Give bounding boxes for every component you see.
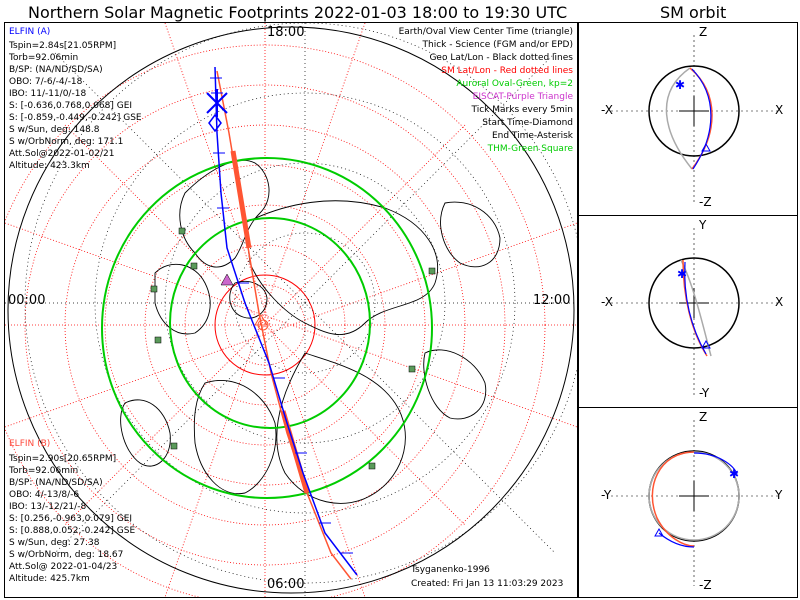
legend-item: Geo Lat/Lon - Black dotted lines [429, 53, 573, 63]
legend-item: SM Lat/Lon - Red dotted lines [441, 66, 573, 76]
axis-label-top: Z [699, 25, 708, 39]
axis-label-left: -X [601, 295, 613, 309]
legend-item: Earth/Oval View Center Time (triangle) [398, 27, 573, 37]
svg-text:✱: ✱ [729, 467, 739, 481]
elfin-a-line: B/SP: (NA/ND/SD/SA) [9, 65, 103, 75]
axis-label-bottom: -Z [699, 578, 712, 592]
elfin-a-name: ELFIN (A) [9, 27, 51, 37]
axis-label-right: X [775, 295, 784, 309]
axis-label-right: Y [775, 488, 783, 502]
elfin-a-line: Torb=92.06min [9, 53, 79, 63]
sm-orbit-xz-canvas: ✱ [611, 35, 779, 203]
elfin-a-ticks [210, 77, 353, 554]
map-canvas [5, 23, 577, 597]
sm-orbit-xy-panel: ✱ Y -Y -X X [578, 215, 798, 408]
elfin-b-line: B/SP: (NA/ND/SD/SA) [9, 478, 103, 488]
svg-text:✱: ✱ [677, 267, 687, 281]
elfin-a-line: IBO: 11/-11/0/-18 [9, 89, 87, 99]
elfin-b-line: IBO: 13/-12/21/-8 [9, 502, 87, 512]
elfin-b-line: Att.Sol@ 2022-01-04/23 [9, 562, 118, 572]
elfin-b-line: Tspin=2.90s[20.65RPM] [9, 454, 117, 464]
elfin-a-line: Att.Sol@2022-01-02/21 [9, 149, 115, 159]
legend-item: End Time-Asterisk [491, 131, 573, 141]
view-center-marker [257, 319, 269, 331]
legend-item: Thick - Science (FGM and/or EPD) [422, 40, 573, 50]
earth-limb [7, 26, 575, 594]
axis-label-top: Z [699, 410, 708, 424]
map-label-top: 18:00 [267, 25, 305, 40]
elfin-a-line: S: [-0.859,-0.449,-0.242] GSE [9, 113, 142, 123]
elfin-b-line: S: [0.256,-0.963,0.079] GEI [9, 514, 133, 524]
elfin-a-line: Altitude: 423.3km [9, 161, 90, 171]
sm-orbit-yz-panel: ✱ Z -Z -Y Y [578, 407, 798, 598]
axis-label-bottom: -Y [699, 386, 710, 400]
start-diamond-icon [208, 113, 222, 133]
elfin-b-line: Altitude: 425.7km [9, 574, 90, 584]
end-asterisk-icon [206, 89, 228, 117]
axis-label-bottom: -Z [699, 195, 712, 209]
axis-label-top: Y [699, 218, 707, 232]
sm-latitude-circle [214, 274, 316, 376]
page-title: Northern Solar Magnetic Footprints 2022-… [28, 3, 568, 22]
elfin-b-line: S w/Sun, deg: 27.38 [9, 538, 100, 548]
axis-label-left: -X [601, 103, 613, 117]
elfin-a-line: S: [-0.636,0.768,0.068] GEI [9, 101, 133, 111]
elfin-b-line: OBO: 4/-13/8/-6 [9, 490, 80, 500]
elfin-a-line: Tspin=2.84s[21.05RPM] [9, 41, 117, 51]
legend-item: Tick Marks every 5min [471, 105, 573, 115]
map-label-bottom: 06:00 [267, 577, 305, 592]
legend-item: Start Time-Diamond [482, 118, 573, 128]
elfin-a-line: S w/OrbNorm, deg: 171.1 [9, 137, 124, 147]
eiscat-triangle [220, 273, 234, 286]
elfin-b-line: Torb=92.06min [9, 466, 79, 476]
model-credit: Tsyganenko-1996 [411, 565, 490, 575]
elfin-a-track [214, 66, 358, 576]
map-label-left: 00:00 [8, 293, 46, 308]
created-timestamp: Created: Fri Jan 13 11:03:29 2023 [411, 579, 564, 589]
sm-orbit-yz-canvas: ✱ [611, 420, 779, 586]
auroral-oval [101, 157, 433, 499]
legend-item: Auroral Oval-Green, kp=2 [456, 79, 573, 89]
axis-label-left: -Y [601, 488, 612, 502]
sm-orbit-xz-panel: ✱ Z -Z -X X [578, 22, 798, 216]
sm-orbit-xy-canvas: ✱ [611, 228, 779, 396]
thm-stations [150, 227, 436, 470]
map-label-right: 12:00 [533, 293, 571, 308]
legend-item: THM-Green Square [487, 144, 573, 154]
polar-footprint-map: 18:00 00:00 12:00 06:00 ELFIN (A) Tspin=… [4, 22, 578, 598]
elfin-b-science [230, 150, 252, 249]
geo-grid [5, 23, 577, 597]
continent-outlines [120, 159, 501, 504]
svg-text:✱: ✱ [675, 78, 685, 92]
elfin-b-name: ELFIN (B) [9, 439, 51, 449]
sm-orbit-title: SM orbit [660, 3, 727, 22]
axis-label-right: X [775, 103, 784, 117]
elfin-a-line: OBO: 7/-6/-4/-18 [9, 77, 83, 87]
elfin-a-line: S w/Sun, deg: 148.8 [9, 125, 100, 135]
elfin-b-line: S w/OrbNorm, deg: 18.67 [9, 550, 124, 560]
legend-item: EISCAT-Purple Triangle [472, 92, 573, 102]
elfin-b-line: S: [0.888,0.052,-0.242] GSE [9, 526, 136, 536]
